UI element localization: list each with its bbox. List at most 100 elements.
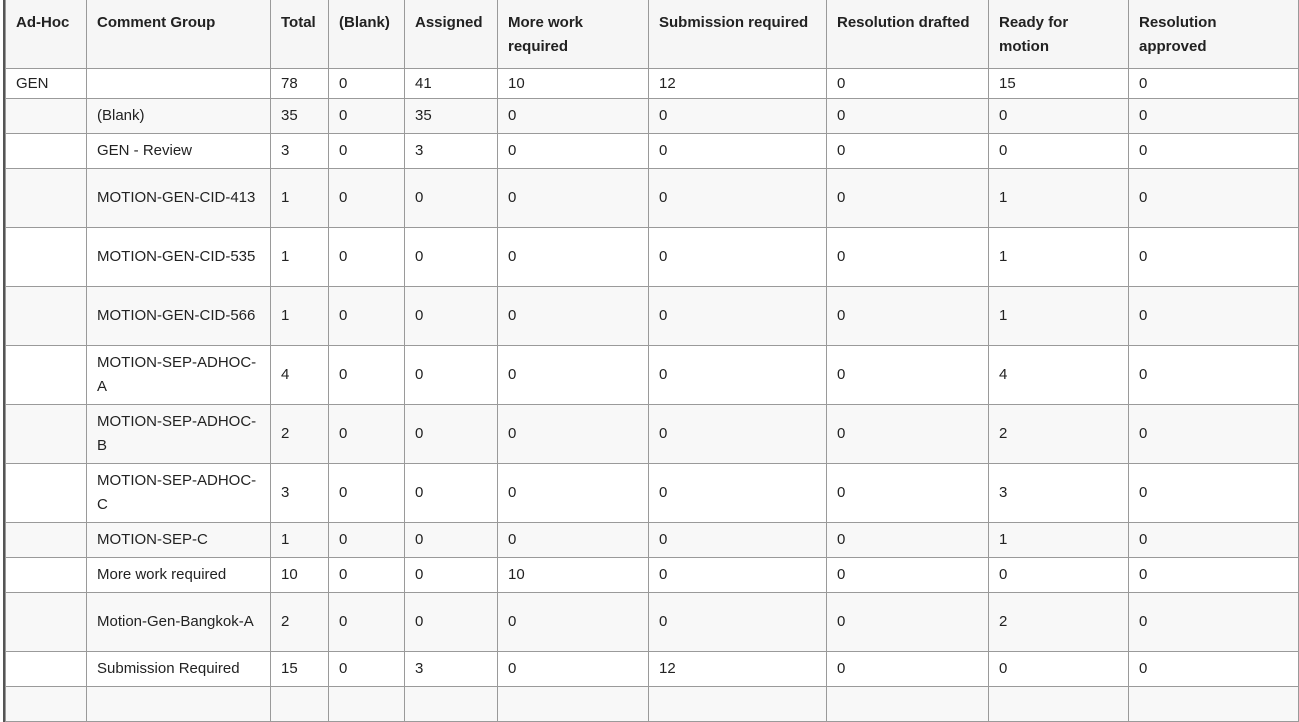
table-row: More work required 10 0 0 10 0 0 0 0 — [5, 557, 1299, 593]
cell-assigned: 41 — [404, 68, 498, 99]
column-header-ad-hoc[interactable]: Ad-Hoc — [5, 0, 87, 69]
cell-resolution-approved — [1128, 686, 1299, 722]
cell-comment-group — [86, 68, 271, 99]
cell-ad-hoc — [5, 522, 87, 558]
cell-resolution-drafted: 0 — [826, 168, 989, 228]
cell-total: 2 — [270, 404, 329, 464]
cell-assigned: 3 — [404, 133, 498, 169]
cell-ad-hoc — [5, 651, 87, 687]
cell-resolution-drafted: 0 — [826, 592, 989, 652]
cell-submission-required: 0 — [648, 133, 827, 169]
cell-ad-hoc — [5, 133, 87, 169]
column-header-blank[interactable]: (Blank) — [328, 0, 405, 69]
cell-resolution-approved: 0 — [1128, 68, 1299, 99]
cell-more-work-required: 0 — [497, 592, 649, 652]
cell-resolution-approved: 0 — [1128, 286, 1299, 346]
cell-total: 15 — [270, 651, 329, 687]
cell-submission-required: 0 — [648, 98, 827, 134]
cell-comment-group: MOTION-SEP-ADHOC-B — [86, 404, 271, 464]
cell-blank: 0 — [328, 133, 405, 169]
column-header-more-work-required[interactable]: More work required — [497, 0, 649, 69]
cell-blank — [328, 686, 405, 722]
cell-submission-required: 12 — [648, 651, 827, 687]
cell-blank: 0 — [328, 557, 405, 593]
cell-ready-for-motion: 0 — [988, 133, 1129, 169]
cell-assigned: 0 — [404, 404, 498, 464]
cell-blank: 0 — [328, 463, 405, 523]
column-header-total[interactable]: Total — [270, 0, 329, 69]
cell-submission-required: 0 — [648, 592, 827, 652]
cell-ready-for-motion: 1 — [988, 227, 1129, 287]
cell-resolution-drafted: 0 — [826, 286, 989, 346]
cell-more-work-required: 0 — [497, 404, 649, 464]
column-header-resolution-approved[interactable]: Resolution approved — [1128, 0, 1299, 69]
cell-ad-hoc — [5, 345, 87, 405]
cell-comment-group: GEN - Review — [86, 133, 271, 169]
cell-ready-for-motion: 0 — [988, 98, 1129, 134]
cell-blank: 0 — [328, 227, 405, 287]
cell-blank: 0 — [328, 404, 405, 464]
cell-total: 4 — [270, 345, 329, 405]
cell-ad-hoc — [5, 463, 87, 523]
cell-assigned: 0 — [404, 463, 498, 523]
column-header-comment-group[interactable]: Comment Group — [86, 0, 271, 69]
cell-more-work-required: 0 — [497, 133, 649, 169]
cell-blank: 0 — [328, 98, 405, 134]
cell-resolution-drafted: 0 — [826, 651, 989, 687]
table-row: MOTION-SEP-C 1 0 0 0 0 0 1 0 — [5, 522, 1299, 558]
cell-comment-group: MOTION-SEP-ADHOC-A — [86, 345, 271, 405]
cell-assigned: 0 — [404, 168, 498, 228]
cell-ad-hoc — [5, 286, 87, 346]
cell-submission-required — [648, 686, 827, 722]
status-table-container: Ad-Hoc Comment Group Total (Blank) Assigned M… — [3, 0, 1299, 722]
table-row: Submission Required 15 0 3 0 12 0 0 0 — [5, 651, 1299, 687]
cell-assigned: 0 — [404, 557, 498, 593]
cell-assigned: 0 — [404, 522, 498, 558]
cell-total: 1 — [270, 168, 329, 228]
cell-ad-hoc — [5, 686, 87, 722]
cell-resolution-drafted — [826, 686, 989, 722]
column-header-submission-required[interactable]: Submission required — [648, 0, 827, 69]
cell-blank: 0 — [328, 522, 405, 558]
cell-more-work-required — [497, 686, 649, 722]
cell-blank: 0 — [328, 651, 405, 687]
cell-ready-for-motion: 2 — [988, 404, 1129, 464]
cell-submission-required: 0 — [648, 286, 827, 346]
cell-comment-group: (Blank) — [86, 98, 271, 134]
cell-total: 78 — [270, 68, 329, 99]
cell-more-work-required: 0 — [497, 98, 649, 134]
cell-ready-for-motion: 15 — [988, 68, 1129, 99]
cell-submission-required: 0 — [648, 522, 827, 558]
cell-ad-hoc — [5, 98, 87, 134]
cell-comment-group: MOTION-SEP-ADHOC-C — [86, 463, 271, 523]
cell-total — [270, 686, 329, 722]
cell-ready-for-motion: 1 — [988, 522, 1129, 558]
cell-more-work-required: 0 — [497, 286, 649, 346]
column-header-ready-for-motion[interactable]: Ready for motion — [988, 0, 1129, 69]
cell-ad-hoc — [5, 592, 87, 652]
table-row: MOTION-SEP-ADHOC-B 2 0 0 0 0 0 2 0 — [5, 404, 1299, 464]
cell-total: 1 — [270, 286, 329, 346]
cell-submission-required: 0 — [648, 227, 827, 287]
cell-resolution-approved: 0 — [1128, 522, 1299, 558]
cell-assigned: 3 — [404, 651, 498, 687]
cell-submission-required: 0 — [648, 168, 827, 228]
cell-more-work-required: 0 — [497, 345, 649, 405]
cell-submission-required: 0 — [648, 463, 827, 523]
cell-total: 2 — [270, 592, 329, 652]
cell-submission-required: 0 — [648, 557, 827, 593]
cell-resolution-approved: 0 — [1128, 651, 1299, 687]
cell-assigned: 0 — [404, 227, 498, 287]
cell-more-work-required: 0 — [497, 522, 649, 558]
cell-total: 1 — [270, 522, 329, 558]
column-header-resolution-drafted[interactable]: Resolution drafted — [826, 0, 989, 69]
cell-submission-required: 12 — [648, 68, 827, 99]
column-header-assigned[interactable]: Assigned — [404, 0, 498, 69]
cell-total: 3 — [270, 133, 329, 169]
table-row: GEN 78 0 41 10 12 0 15 0 — [5, 68, 1299, 99]
cell-resolution-approved: 0 — [1128, 404, 1299, 464]
cell-more-work-required: 10 — [497, 68, 649, 99]
cell-assigned: 35 — [404, 98, 498, 134]
table-row: MOTION-GEN-CID-566 1 0 0 0 0 0 1 0 — [5, 286, 1299, 346]
cell-ready-for-motion: 1 — [988, 286, 1129, 346]
